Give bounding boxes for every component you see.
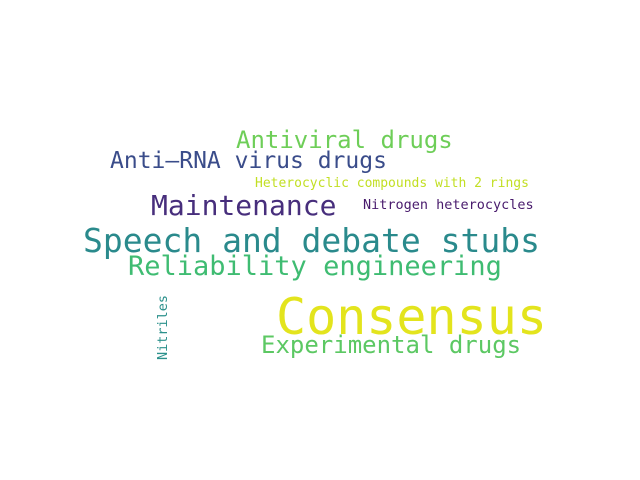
word-heterocyclic-compounds: Heterocyclic compounds with 2 rings [255,176,529,191]
word-experimental-drugs: Experimental drugs [261,331,522,359]
word-maintenance: Maintenance [151,189,337,222]
word-nitrogen-heterocycles: Nitrogen heterocycles [363,197,534,213]
word-nitriles: Nitriles [155,294,171,360]
word-antiviral-drugs: Antiviral drugs [236,126,453,154]
word-consensus: Consensus [276,288,547,346]
word-reliability-engineering: Reliability engineering [128,251,502,282]
word-anti-rna-virus-drugs: Anti–RNA virus drugs [110,148,387,174]
word-speech-and-debate-stubs: Speech and debate stubs [83,221,540,260]
